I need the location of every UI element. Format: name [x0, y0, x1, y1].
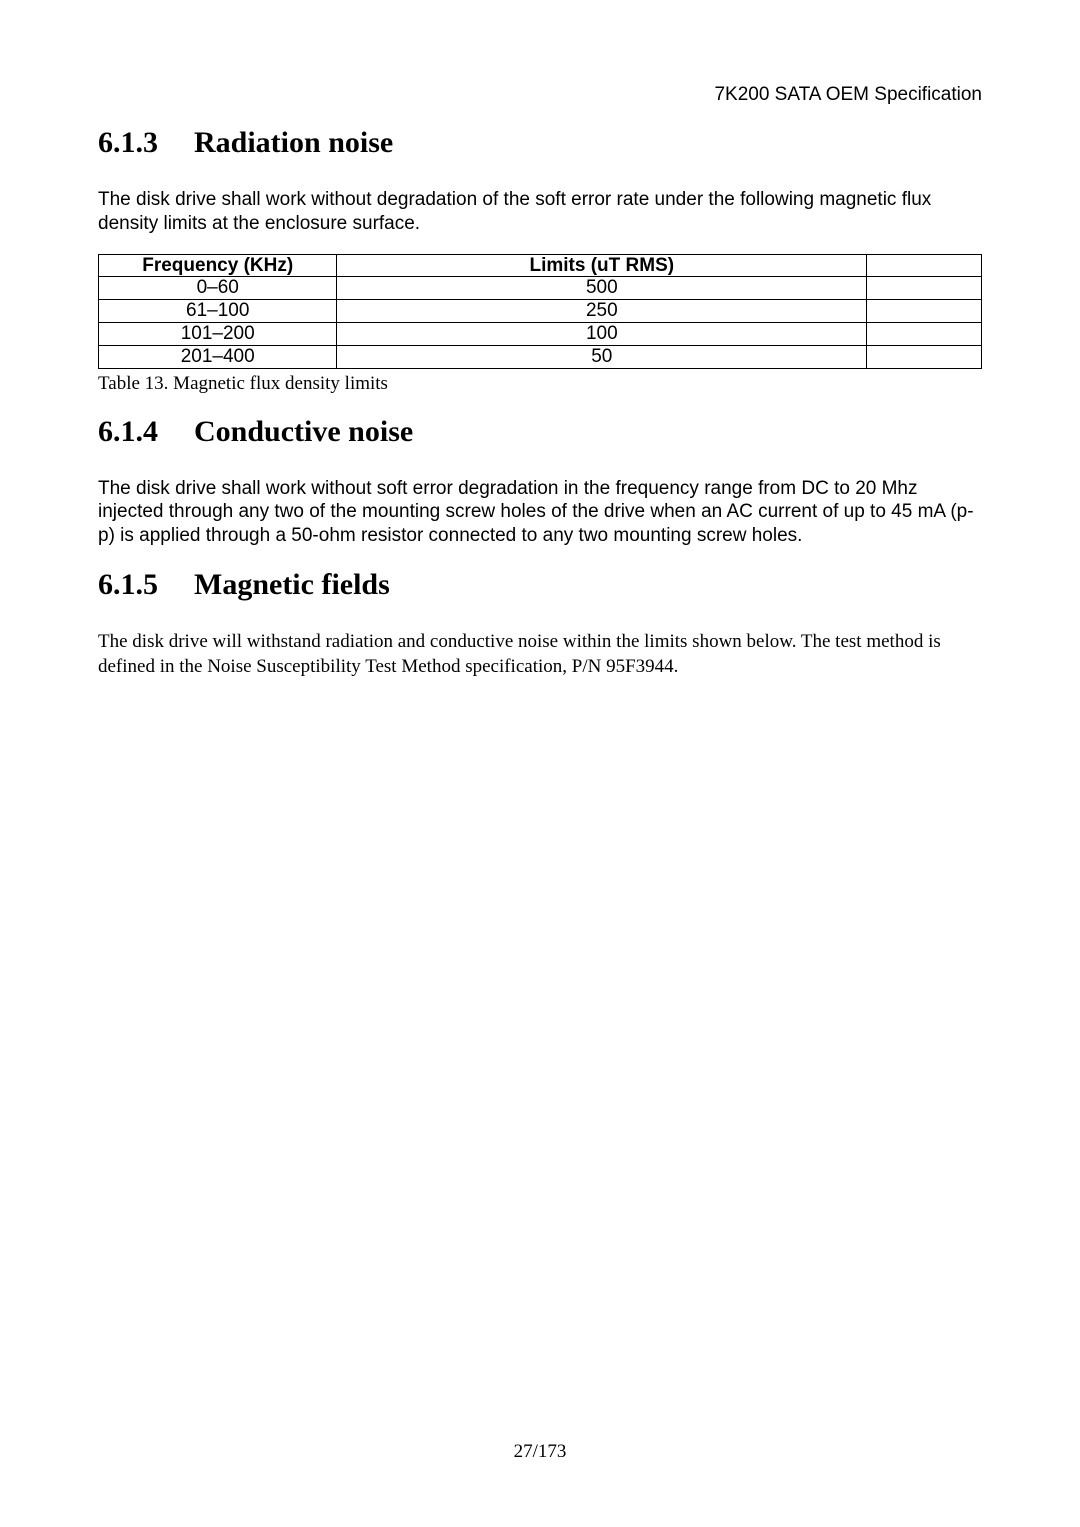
- cell-frequency: 61–100: [99, 300, 337, 323]
- section-heading-613: 6.1.3Radiation noise: [98, 126, 982, 160]
- cell-limits: 250: [337, 300, 867, 323]
- section-title: Radiation noise: [194, 126, 393, 159]
- cell-empty: [867, 300, 982, 323]
- col-header-empty: [867, 254, 982, 277]
- cell-frequency: 0–60: [99, 277, 337, 300]
- table-row: 61–100 250: [99, 300, 982, 323]
- cell-limits: 100: [337, 323, 867, 346]
- page-footer: 27/173: [0, 1441, 1080, 1463]
- cell-empty: [867, 345, 982, 368]
- section-number: 6.1.5: [98, 568, 194, 602]
- table-caption: Table 13. Magnetic flux density limits: [98, 373, 982, 395]
- col-header-frequency: Frequency (KHz): [99, 254, 337, 277]
- section-title: Conductive noise: [194, 415, 413, 448]
- section-number: 6.1.4: [98, 415, 194, 449]
- flux-table: Frequency (KHz) Limits (uT RMS) 0–60 500…: [98, 254, 982, 369]
- table-header-row: Frequency (KHz) Limits (uT RMS): [99, 254, 982, 277]
- section-body-614: The disk drive shall work without soft e…: [98, 477, 982, 548]
- section-title: Magnetic fields: [194, 568, 390, 601]
- cell-frequency: 101–200: [99, 323, 337, 346]
- table-row: 201–400 50: [99, 345, 982, 368]
- cell-empty: [867, 277, 982, 300]
- section-body-615: The disk drive will withstand radiation …: [98, 630, 982, 679]
- section-number: 6.1.3: [98, 126, 194, 160]
- cell-limits: 500: [337, 277, 867, 300]
- table-row: 101–200 100: [99, 323, 982, 346]
- col-header-limits: Limits (uT RMS): [337, 254, 867, 277]
- cell-empty: [867, 323, 982, 346]
- cell-frequency: 201–400: [99, 345, 337, 368]
- section-heading-614: 6.1.4Conductive noise: [98, 415, 982, 449]
- doc-header: 7K200 SATA OEM Specification: [98, 84, 982, 106]
- section-body-613: The disk drive shall work without degrad…: [98, 188, 982, 236]
- cell-limits: 50: [337, 345, 867, 368]
- table-row: 0–60 500: [99, 277, 982, 300]
- section-heading-615: 6.1.5Magnetic fields: [98, 568, 982, 602]
- page: 7K200 SATA OEM Specification 6.1.3Radiat…: [0, 0, 1080, 1527]
